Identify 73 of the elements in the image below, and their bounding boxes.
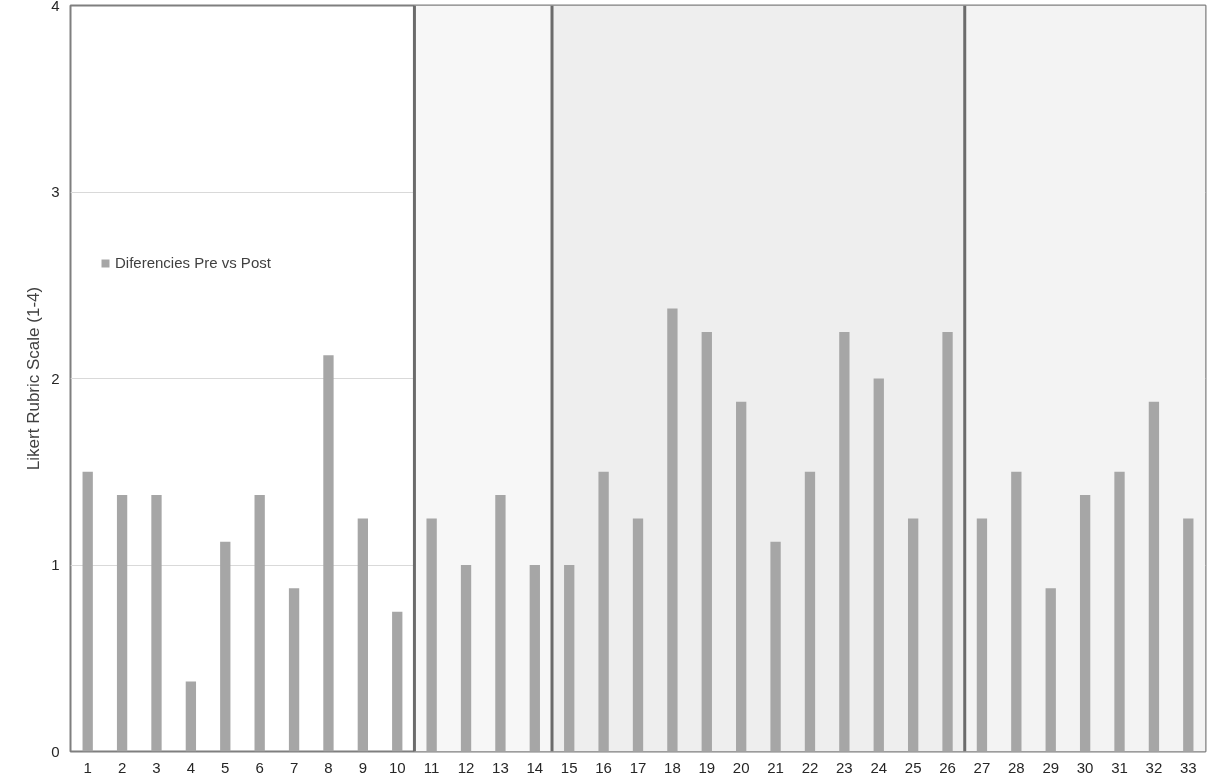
x-tick-label: 4 bbox=[186, 758, 196, 776]
bar bbox=[426, 518, 437, 752]
x-tick-label: 11 bbox=[423, 758, 440, 776]
y-tick-label: 2 bbox=[51, 369, 60, 387]
bar bbox=[770, 541, 781, 752]
x-tick-label: 1 bbox=[83, 758, 92, 776]
bar bbox=[736, 401, 747, 752]
x-tick-label: 12 bbox=[457, 758, 475, 776]
y-tick-label: 0 bbox=[51, 742, 60, 760]
x-tick-label: 22 bbox=[801, 758, 819, 776]
x-tick-label: 29 bbox=[1042, 758, 1060, 776]
x-tick-label: 9 bbox=[358, 758, 368, 776]
x-tick-label: 16 bbox=[595, 758, 612, 776]
bar bbox=[1011, 471, 1022, 752]
y-tick-label: 1 bbox=[51, 556, 60, 573]
x-tick-label: 33 bbox=[1179, 758, 1197, 776]
bar bbox=[907, 518, 919, 752]
bar bbox=[288, 588, 300, 752]
bar bbox=[873, 378, 884, 752]
x-tick-label: 15 bbox=[560, 758, 578, 776]
legend-label: Diferencies Pre vs Post bbox=[115, 254, 271, 271]
bar bbox=[976, 518, 988, 752]
x-tick-label: 3 bbox=[152, 758, 161, 776]
x-tick-label: 14 bbox=[526, 758, 544, 776]
x-tick-label: 21 bbox=[767, 758, 784, 776]
bar bbox=[564, 565, 575, 752]
x-tick-label: 19 bbox=[698, 758, 716, 776]
x-tick-label: 18 bbox=[664, 758, 681, 776]
x-tick-label: 24 bbox=[870, 758, 888, 776]
bar bbox=[701, 331, 712, 752]
bar bbox=[495, 495, 506, 752]
bar bbox=[1148, 401, 1160, 752]
bar bbox=[942, 331, 953, 752]
bar bbox=[632, 518, 644, 752]
x-tick-label: 13 bbox=[492, 758, 509, 776]
x-tick-label: 2 bbox=[117, 758, 127, 776]
bar bbox=[460, 565, 472, 752]
bar bbox=[185, 681, 197, 752]
bar bbox=[357, 518, 369, 752]
bar bbox=[804, 471, 816, 752]
x-tick-label: 32 bbox=[1145, 758, 1163, 776]
bar bbox=[254, 495, 265, 752]
x-tick-label: 10 bbox=[388, 758, 406, 776]
x-tick-label: 6 bbox=[255, 758, 264, 776]
bar bbox=[529, 565, 540, 752]
x-tick-label: 27 bbox=[973, 758, 991, 776]
bar bbox=[1079, 495, 1091, 752]
x-tick-label: 8 bbox=[324, 758, 333, 776]
x-tick-label: 31 bbox=[1111, 758, 1128, 776]
bar bbox=[82, 471, 93, 752]
bar bbox=[598, 471, 609, 752]
bar bbox=[323, 355, 334, 752]
x-tick-label: 26 bbox=[939, 758, 956, 776]
x-tick-label: 25 bbox=[904, 758, 922, 776]
x-tick-label: 28 bbox=[1007, 758, 1025, 776]
bar bbox=[1045, 588, 1056, 752]
x-tick-label: 30 bbox=[1076, 758, 1094, 776]
bar bbox=[392, 611, 403, 752]
x-tick-label: 5 bbox=[221, 758, 230, 776]
bar bbox=[220, 541, 231, 752]
bar bbox=[1183, 518, 1194, 752]
x-tick-label: 7 bbox=[289, 758, 299, 776]
bar bbox=[151, 495, 162, 752]
y-tick-label: 3 bbox=[51, 183, 60, 200]
bar bbox=[839, 331, 850, 752]
x-tick-label: 20 bbox=[732, 758, 750, 776]
y-tick-label: 4 bbox=[51, 0, 60, 14]
y-axis-title: Likert Rubric Scale (1-4) bbox=[24, 286, 44, 471]
x-tick-label: 23 bbox=[836, 758, 853, 776]
x-tick-label: 17 bbox=[629, 758, 647, 776]
bar bbox=[116, 495, 128, 752]
bar bbox=[1114, 471, 1125, 752]
bar bbox=[667, 308, 678, 752]
